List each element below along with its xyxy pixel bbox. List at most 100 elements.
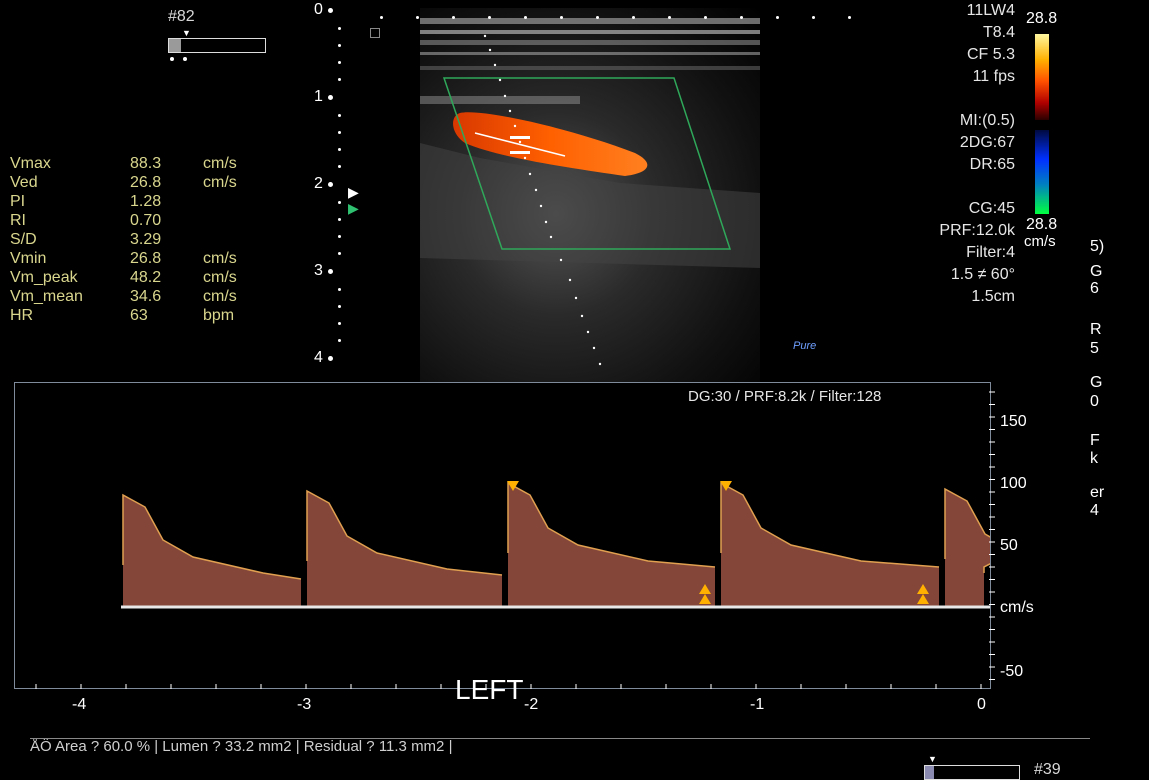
measurement-value: 26.8 bbox=[130, 250, 162, 267]
depth-tick bbox=[338, 201, 341, 204]
measurement-name: RI bbox=[10, 212, 26, 229]
measurement-name: Vmax bbox=[10, 155, 51, 172]
depth-tick bbox=[338, 322, 341, 325]
imaging-param: T8.4 bbox=[982, 24, 1015, 41]
lateral-tick bbox=[668, 16, 671, 19]
velocity-scale: 150 100 50 cm/s -50 bbox=[994, 382, 1054, 692]
imaging-param: 2DG:67 bbox=[959, 134, 1015, 151]
measurement-name: Vm_mean bbox=[10, 288, 83, 305]
cut-off-text: er bbox=[1090, 484, 1105, 501]
lateral-tick bbox=[704, 16, 707, 19]
imaging-param: 1.5cm bbox=[971, 288, 1015, 305]
imaging-params: 11LW4 T8.4 CF 5.3 11 fps MI:(0.5) 2DG:67 DR:65… bbox=[850, 0, 1015, 308]
measurement-value: 1.28 bbox=[130, 193, 162, 210]
depth-dot bbox=[328, 356, 333, 361]
peak-systole-marker bbox=[507, 481, 519, 491]
measurement-value: 63 bbox=[130, 307, 148, 324]
focus-zone-icon[interactable]: ▶ bbox=[348, 200, 359, 216]
measurement-unit: cm/s bbox=[203, 269, 237, 286]
measurement-value: 26.8 bbox=[130, 174, 162, 191]
lateral-tick bbox=[416, 16, 419, 19]
measurement-unit: cm/s bbox=[203, 250, 237, 267]
lateral-tick bbox=[812, 16, 815, 19]
depth-tick bbox=[338, 288, 341, 291]
imaging-param: DR:65 bbox=[969, 156, 1015, 173]
velocity-scale-ticks bbox=[989, 391, 995, 680]
bmode-canvas bbox=[420, 18, 760, 366]
time-label: -4 bbox=[72, 696, 87, 713]
imaging-param: Filter:4 bbox=[966, 244, 1015, 261]
velocity-label: cm/s bbox=[1000, 599, 1034, 616]
measurement-name: PI bbox=[10, 193, 26, 210]
time-label: -1 bbox=[750, 696, 765, 713]
doppler-spectrum-panel[interactable] bbox=[14, 382, 1017, 689]
depth-label: 2 bbox=[314, 175, 323, 192]
cine-dot bbox=[183, 57, 187, 61]
colorbar-negative bbox=[1035, 130, 1049, 214]
cut-off-text: F bbox=[1090, 432, 1100, 449]
cut-off-text: G bbox=[1090, 263, 1103, 280]
bmode-image[interactable] bbox=[420, 8, 760, 382]
depth-tick bbox=[338, 339, 341, 342]
measurement-name: Vmin bbox=[10, 250, 47, 267]
measurement-value: 34.6 bbox=[130, 288, 162, 305]
lateral-tick bbox=[380, 16, 383, 19]
lateral-tick bbox=[632, 16, 635, 19]
lateral-tick bbox=[524, 16, 527, 19]
depth-tick bbox=[338, 61, 341, 64]
spectrum-fill bbox=[123, 483, 1015, 607]
measurement-unit: bpm bbox=[203, 307, 235, 324]
cursor-line bbox=[483, 34, 602, 366]
cut-off-text: G bbox=[1090, 374, 1103, 391]
depth-tick bbox=[338, 148, 341, 151]
peak-systole-marker bbox=[720, 481, 732, 491]
measurement-value: 0.70 bbox=[130, 212, 162, 229]
measurement-unit: cm/s bbox=[203, 288, 237, 305]
cut-off-text: 0 bbox=[1090, 393, 1099, 410]
probe-orientation-icon bbox=[370, 28, 380, 38]
spectrum-envelope bbox=[122, 481, 1017, 580]
depth-tick bbox=[338, 114, 341, 117]
frame-counter-top: #82 bbox=[168, 8, 195, 25]
velocity-label: 100 bbox=[1000, 475, 1027, 492]
depth-tick bbox=[338, 252, 341, 255]
depth-tick bbox=[338, 218, 341, 221]
focus-marker-icon[interactable]: ▶ bbox=[348, 184, 359, 200]
time-axis: -4 -3 -2 -1 0 bbox=[0, 696, 1149, 720]
cut-off-text: k bbox=[1090, 450, 1098, 467]
depth-tick bbox=[338, 165, 341, 168]
cine-scrollbar-top[interactable] bbox=[168, 38, 266, 53]
lateral-tick bbox=[596, 16, 599, 19]
cut-off-text: 5 bbox=[1090, 340, 1099, 357]
measurement-unit: cm/s bbox=[203, 155, 237, 172]
depth-label: 4 bbox=[314, 349, 323, 366]
cine-pointer-bottom-icon: ▼ bbox=[928, 754, 937, 764]
depth-tick bbox=[338, 44, 341, 47]
cut-off-text: 4 bbox=[1090, 502, 1099, 519]
end-diastole-marker bbox=[917, 594, 929, 604]
color-roi-box bbox=[442, 77, 732, 250]
imaging-param: 11 fps bbox=[972, 68, 1015, 85]
doppler-waveform bbox=[121, 481, 1017, 609]
velocity-label: 150 bbox=[1000, 413, 1027, 430]
cine-pointer-icon: ▼ bbox=[182, 28, 191, 38]
end-diastole-marker bbox=[699, 594, 711, 604]
measurement-name: HR bbox=[10, 307, 34, 324]
measurement-value: 48.2 bbox=[130, 269, 162, 286]
angle-correction-line bbox=[474, 132, 566, 157]
colorbar-positive bbox=[1035, 34, 1049, 120]
depth-dot bbox=[328, 95, 333, 100]
lateral-tick bbox=[488, 16, 491, 19]
bottom-measurement-strip: ÅÖ Area ? 60.0 % | Lumen ? 33.2 mm2 | Re… bbox=[30, 738, 453, 755]
measurement-value: 88.3 bbox=[130, 155, 162, 172]
time-label: 0 bbox=[977, 696, 986, 713]
sample-gate-bottom bbox=[510, 151, 530, 154]
depth-tick bbox=[338, 305, 341, 308]
color-flow-region bbox=[453, 112, 648, 176]
colorbar-min-label: 28.8 bbox=[1026, 216, 1058, 233]
cine-scrollbar-bottom[interactable] bbox=[924, 765, 1020, 780]
imaging-param: PRF:12.0k bbox=[939, 222, 1015, 239]
depth-label: 1 bbox=[314, 88, 323, 105]
depth-scale: 0 1 2 3 4 bbox=[310, 0, 350, 380]
imaging-param: 11LW4 bbox=[966, 2, 1015, 19]
